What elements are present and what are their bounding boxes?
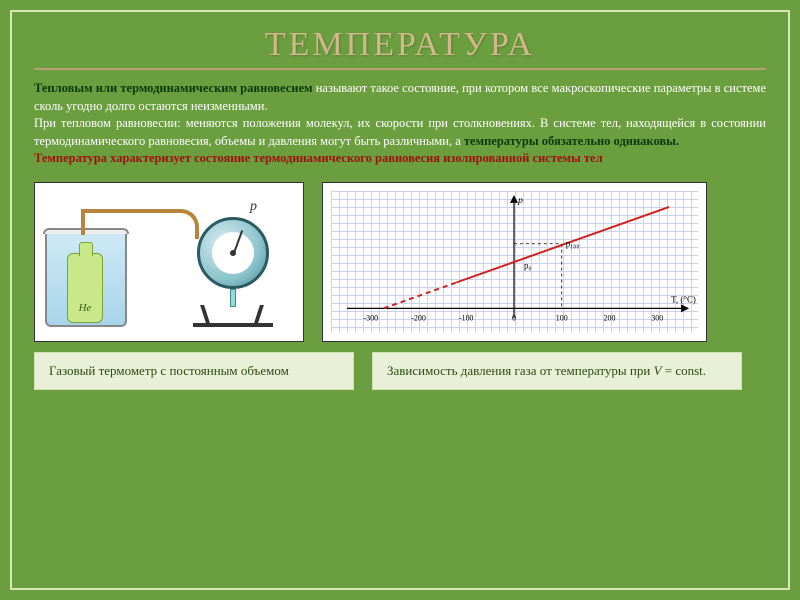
svg-text:-300: -300: [364, 313, 379, 322]
figures-row: Не p -300: [34, 182, 766, 342]
gauge-leg-icon: [200, 305, 210, 323]
p2-b: температуры обязательно одинаковы.: [464, 134, 679, 148]
caption-right-a: Зависимость давления газа от температуры…: [387, 363, 654, 378]
caption-right-v: V: [654, 363, 662, 378]
svg-text:100: 100: [556, 313, 568, 322]
svg-text:300: 300: [651, 313, 663, 322]
caption-right: Зависимость давления газа от температуры…: [372, 352, 742, 390]
pressure-symbol: p: [250, 199, 257, 215]
term-equilibrium: Тепловым или термодинамическим равновеси…: [34, 81, 313, 95]
gas-label: Не: [68, 302, 102, 314]
gauge-leg-icon: [254, 305, 264, 323]
tube-down-icon: [81, 209, 85, 235]
caption-left: Газовый термометр с постоянным объемом: [34, 352, 354, 390]
body-text: Тепловым или термодинамическим равновеси…: [34, 80, 766, 168]
pressure-gauge-icon: [197, 217, 269, 289]
p0-label: p₀: [524, 260, 532, 270]
pressure-temperature-chart: -300 -200 -100 0 100 200 300 p T, (°C): [322, 182, 707, 342]
y-axis-label: p: [517, 194, 523, 205]
tube-icon: [81, 209, 199, 239]
x-axis-label: T, (°C): [671, 294, 696, 304]
svg-text:200: 200: [604, 313, 616, 322]
chart-svg: -300 -200 -100 0 100 200 300 p T, (°C): [331, 191, 698, 334]
svg-text:-200: -200: [411, 313, 426, 322]
slide-title: ТЕМПЕРАТУРА: [34, 26, 766, 70]
slide-frame: ТЕМПЕРАТУРА Тепловым или термодинамическ…: [10, 10, 790, 590]
gas-flask-icon: Не: [67, 253, 103, 323]
gauge-needle-icon: [233, 230, 243, 253]
gauge-stem-icon: [230, 289, 236, 307]
svg-text:0: 0: [512, 313, 516, 322]
caption-right-c: = const.: [662, 363, 707, 378]
gauge-hub-icon: [230, 250, 236, 256]
captions-row: Газовый термометр с постоянным объемом З…: [34, 352, 766, 390]
gauge-base-icon: [193, 323, 273, 327]
gas-thermometer-figure: Не p: [34, 182, 304, 342]
conclusion: Температура характеризует состояние терм…: [34, 151, 603, 165]
svg-text:-100: -100: [459, 313, 474, 322]
p100-label: p₁₀₀: [566, 238, 580, 248]
